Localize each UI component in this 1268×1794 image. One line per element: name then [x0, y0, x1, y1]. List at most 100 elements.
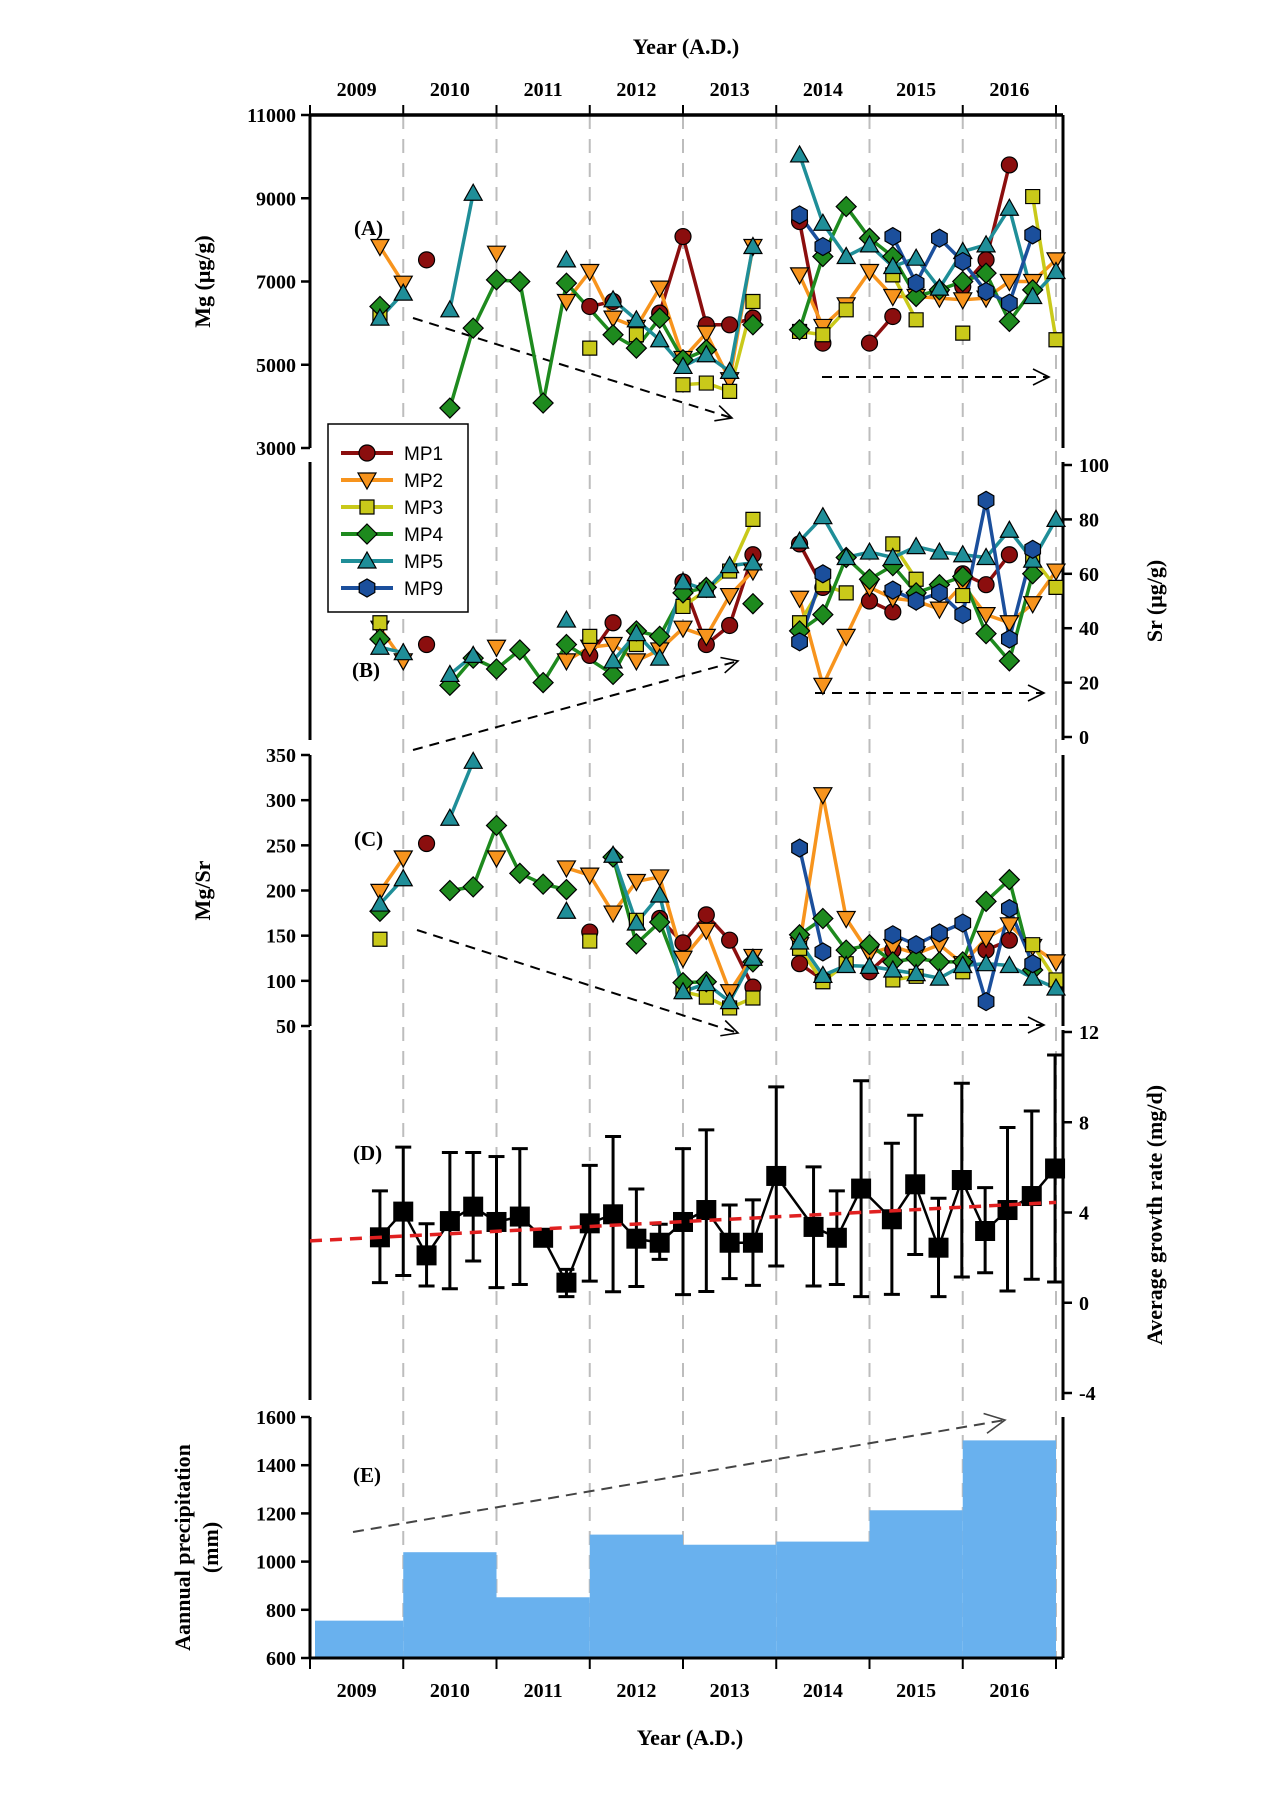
data-point-MP5 — [976, 953, 997, 972]
data-point-MP5 — [463, 183, 484, 201]
data-point-MP4 — [975, 890, 997, 913]
data-point-MP5 — [952, 544, 973, 563]
data-point-MP3 — [1025, 937, 1041, 953]
data-point-MP5 — [439, 299, 460, 318]
data-point-MP2 — [603, 636, 624, 655]
data-point-MP1 — [674, 227, 692, 246]
precipitation-bar-2013 — [683, 1544, 777, 1657]
data-point-MP5 — [1045, 509, 1067, 528]
data-point-MP2 — [789, 590, 810, 609]
y-tick-label: 100 — [266, 971, 296, 993]
data-point-MP9 — [954, 913, 972, 933]
top-x-axis-title: Year (A.D.) — [633, 34, 740, 59]
data-point-MP3 — [745, 990, 761, 1006]
data-point-MP5 — [626, 623, 647, 642]
trend-arrow-c-left — [416, 929, 740, 1037]
data-point-MP4 — [555, 878, 578, 901]
data-point-MP5 — [1022, 967, 1043, 986]
data-point-MP1 — [884, 307, 902, 326]
axes — [301, 105, 1072, 1669]
data-point-MP2 — [672, 620, 694, 639]
data-point-MP1 — [721, 931, 739, 949]
y-axis-title: Sr (μg/g) — [1142, 560, 1167, 642]
precipitation-bar-2011 — [496, 1597, 590, 1657]
data-point-MP2 — [672, 950, 694, 969]
legend-label-MP2: MP2 — [404, 471, 443, 492]
data-point-MP4 — [508, 639, 531, 661]
data-point-MP4 — [998, 649, 1021, 672]
growth-rate-point — [416, 1245, 437, 1266]
data-point-MP1 — [581, 297, 599, 316]
data-point-MP2 — [626, 873, 647, 892]
y-tick-label: 8 — [1079, 1112, 1089, 1134]
data-point-MP2 — [486, 850, 507, 869]
data-point-MP5 — [836, 955, 857, 974]
data-point-MP4 — [625, 337, 648, 359]
data-point-MP9 — [907, 935, 925, 955]
growth-rate-point — [533, 1227, 554, 1248]
legend-label-MP9: MP9 — [404, 579, 443, 600]
legend-label-MP5: MP5 — [404, 552, 443, 573]
y-tick-label: 40 — [1079, 618, 1099, 640]
data-point-MP4 — [1021, 562, 1044, 585]
series-line-MP2 — [797, 792, 1057, 966]
data-point-MP5 — [369, 307, 390, 326]
data-point-MP2 — [696, 325, 717, 344]
data-point-MP4 — [648, 625, 671, 648]
precipitation-bar-2014 — [776, 1541, 870, 1657]
data-point-MP5 — [906, 247, 927, 266]
data-point-MP2 — [556, 293, 577, 312]
y-tick-label: -4 — [1079, 1383, 1096, 1405]
data-point-MP9 — [791, 205, 808, 225]
growth-rate-point — [579, 1213, 600, 1234]
data-point-MP5 — [556, 901, 577, 919]
data-point-MP2 — [556, 860, 577, 879]
data-point-MP4 — [975, 622, 997, 645]
data-point-MP5 — [603, 845, 624, 863]
growth-rate-point — [649, 1232, 670, 1253]
data-point-MP5 — [696, 973, 717, 992]
data-point-MP4 — [508, 862, 531, 885]
y-tick-label: 250 — [266, 835, 296, 857]
data-point-MP5 — [999, 955, 1020, 974]
growth-rate-point — [719, 1232, 740, 1253]
data-point-MP5 — [742, 236, 763, 255]
data-point-MP2 — [649, 869, 670, 888]
top-x-tick-label: 2011 — [524, 79, 563, 101]
series-line-MP3 — [682, 989, 754, 1010]
data-point-MP5 — [882, 959, 903, 978]
growth-rate-point — [1021, 1186, 1042, 1207]
data-point-MP1 — [417, 834, 436, 853]
y-tick-label: 0 — [1079, 727, 1089, 749]
data-point-MP1 — [604, 614, 622, 632]
growth-rate-point — [439, 1211, 460, 1232]
trend-arrow-e — [352, 1412, 1007, 1533]
data-point-MP4 — [555, 272, 578, 295]
data-point-MP5 — [882, 547, 903, 566]
data-point-MP2 — [696, 628, 717, 647]
y-tick-label: 1400 — [256, 1455, 296, 1477]
data-point-MP1 — [674, 934, 692, 952]
data-point-MP3 — [815, 327, 831, 343]
data-point-MP5 — [672, 356, 694, 375]
data-point-MP5 — [649, 647, 670, 666]
series-line-MP9 — [797, 847, 825, 953]
bottom-x-tick-label: 2014 — [803, 1680, 843, 1702]
data-point-MP5 — [719, 991, 740, 1010]
data-point-MP5 — [603, 650, 624, 669]
data-point-MP5 — [929, 277, 950, 296]
data-point-MP5 — [463, 751, 484, 769]
data-point-MP4 — [532, 392, 554, 414]
data-point-MP2 — [999, 273, 1020, 292]
data-point-MP5 — [882, 256, 903, 275]
top-x-tick-label: 2015 — [896, 79, 936, 101]
data-point-MP2 — [1045, 563, 1067, 582]
data-point-MP2 — [486, 245, 507, 264]
data-point-MP9 — [907, 273, 925, 293]
y-tick-label: 1600 — [256, 1407, 296, 1429]
data-point-MP1 — [417, 635, 436, 654]
data-point-MP4 — [788, 318, 811, 341]
data-point-MP9 — [1000, 898, 1018, 919]
data-point-MP3 — [838, 302, 854, 318]
